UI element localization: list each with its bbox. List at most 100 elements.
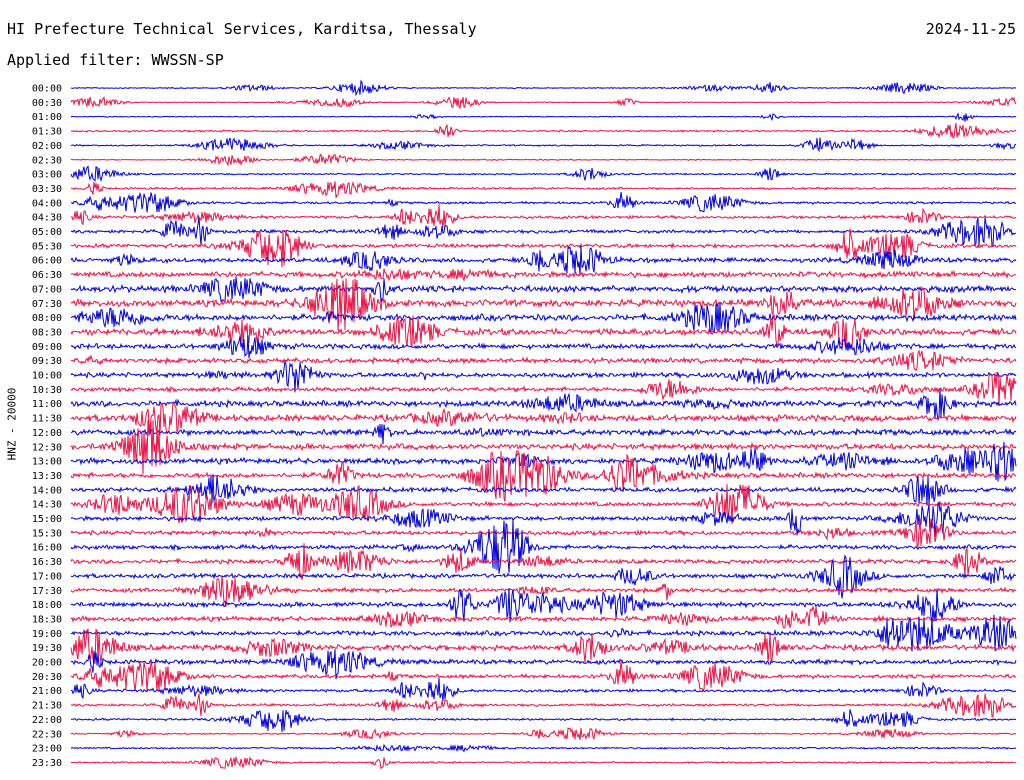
- trace-0730: [70, 278, 1017, 331]
- trace-0700: [70, 276, 1016, 303]
- trace-0600: [70, 245, 1017, 276]
- trace-1100: [70, 388, 1017, 421]
- trace-0300: [70, 165, 1017, 183]
- time-tick-label: 23:30: [32, 758, 62, 769]
- trace-0430: [70, 204, 1017, 228]
- trace-1330: [70, 449, 1017, 502]
- time-tick-label: 16:30: [32, 557, 62, 568]
- time-tick-label: 20:00: [32, 658, 62, 669]
- time-tick-label: 07:00: [32, 284, 62, 295]
- time-tick-label: 04:00: [32, 198, 62, 209]
- trace-1200: [71, 423, 1017, 445]
- time-tick-label: 02:30: [32, 155, 62, 166]
- time-tick-label: 09:30: [32, 356, 62, 367]
- trace-0930: [70, 349, 1017, 372]
- time-tick-label: 10:00: [32, 371, 62, 382]
- time-tick-label: 12:30: [32, 442, 62, 453]
- trace-1630: [70, 543, 1017, 580]
- time-tick-label: 23:00: [32, 744, 62, 755]
- trace-2330: [70, 755, 1016, 770]
- trace-1830: [70, 605, 1017, 629]
- time-tick-label: 17:00: [32, 571, 62, 582]
- time-tick-label: 10:30: [32, 385, 62, 396]
- time-tick-label: 20:30: [32, 672, 62, 683]
- trace-2300: [70, 743, 1017, 753]
- time-tick-label: 13:30: [32, 471, 62, 482]
- trace-1530: [70, 518, 1017, 549]
- trace-0830: [70, 314, 1017, 350]
- trace-1030: [70, 371, 1017, 407]
- trace-0330: [70, 180, 1017, 199]
- trace-1230: [70, 419, 1017, 475]
- time-tick-label: 18:00: [32, 600, 62, 611]
- trace-1430: [70, 484, 1017, 525]
- trace-0000: [70, 79, 1017, 97]
- trace-1400: [70, 474, 1017, 505]
- time-tick-label: 21:30: [32, 701, 62, 712]
- time-tick-label: 06:30: [32, 270, 62, 281]
- time-tick-label: 11:30: [32, 414, 62, 425]
- time-tick-label: 05:00: [32, 227, 62, 238]
- trace-1930: [70, 628, 1017, 665]
- trace-1800: [70, 587, 1017, 624]
- time-tick-label: 03:30: [32, 184, 62, 195]
- time-tick-label: 01:00: [32, 112, 62, 123]
- time-tick-label: 03:00: [32, 170, 62, 181]
- time-tick-label: 14:30: [32, 500, 62, 511]
- time-tick-label: 08:00: [32, 313, 62, 324]
- trace-1300: [70, 441, 1017, 482]
- trace-1700: [70, 554, 1017, 599]
- time-tick-label: 18:30: [32, 614, 62, 625]
- trace-0400: [71, 191, 1017, 213]
- time-tick-label: 05:30: [32, 241, 62, 252]
- trace-1900: [70, 614, 1017, 652]
- trace-1730: [70, 575, 1017, 607]
- time-tick-label: 17:30: [32, 586, 62, 597]
- time-tick-label: 19:00: [32, 629, 62, 640]
- time-tick-label: 01:30: [32, 127, 62, 138]
- station-title: HI Prefecture Technical Services, Kardit…: [7, 20, 477, 38]
- trace-0100: [70, 112, 1017, 122]
- time-tick-label: 04:30: [32, 213, 62, 224]
- trace-0500: [70, 216, 1017, 247]
- trace-0630: [70, 268, 1017, 282]
- trace-2230: [70, 727, 1017, 741]
- time-tick-label: 22:00: [32, 715, 62, 726]
- time-tick-label: 15:30: [32, 528, 62, 539]
- trace-2130: [70, 693, 1016, 718]
- time-tick-label: 13:00: [32, 457, 62, 468]
- trace-0900: [70, 335, 1017, 359]
- trace-2000: [70, 649, 1017, 680]
- time-tick-label: 00:30: [32, 98, 62, 109]
- time-tick-label: 09:00: [32, 342, 62, 353]
- trace-0130: [71, 122, 1017, 139]
- trace-1600: [70, 518, 1017, 574]
- trace-0200: [70, 137, 1017, 153]
- time-tick-label: 02:00: [32, 141, 62, 152]
- trace-1000: [70, 359, 1017, 393]
- trace-0800: [70, 302, 1017, 335]
- time-tick-label: 16:00: [32, 543, 62, 554]
- trace-2030: [70, 659, 1017, 692]
- trace-1500: [70, 501, 1017, 538]
- time-tick-label: 07:30: [32, 299, 62, 310]
- trace-0530: [70, 228, 1017, 268]
- time-tick-label: 15:00: [32, 514, 62, 525]
- time-tick-label: 06:00: [32, 256, 62, 267]
- time-tick-label: 14:00: [32, 485, 62, 496]
- time-tick-label: 12:00: [32, 428, 62, 439]
- trace-1130: [70, 401, 1017, 436]
- time-tick-label: 22:30: [32, 729, 62, 740]
- time-tick-label: 19:30: [32, 643, 62, 654]
- trace-2100: [70, 677, 1017, 702]
- time-tick-label: 08:30: [32, 327, 62, 338]
- time-tick-label: 11:00: [32, 399, 62, 410]
- trace-2200: [70, 709, 1017, 732]
- record-date: 2024-11-25: [925, 20, 1016, 38]
- time-tick-label: 21:00: [32, 686, 62, 697]
- trace-0230: [70, 153, 1017, 167]
- time-tick-label: 00:00: [32, 84, 62, 95]
- trace-0030: [70, 96, 1017, 109]
- filter-label: Applied filter: WWSSN-SP: [7, 51, 224, 69]
